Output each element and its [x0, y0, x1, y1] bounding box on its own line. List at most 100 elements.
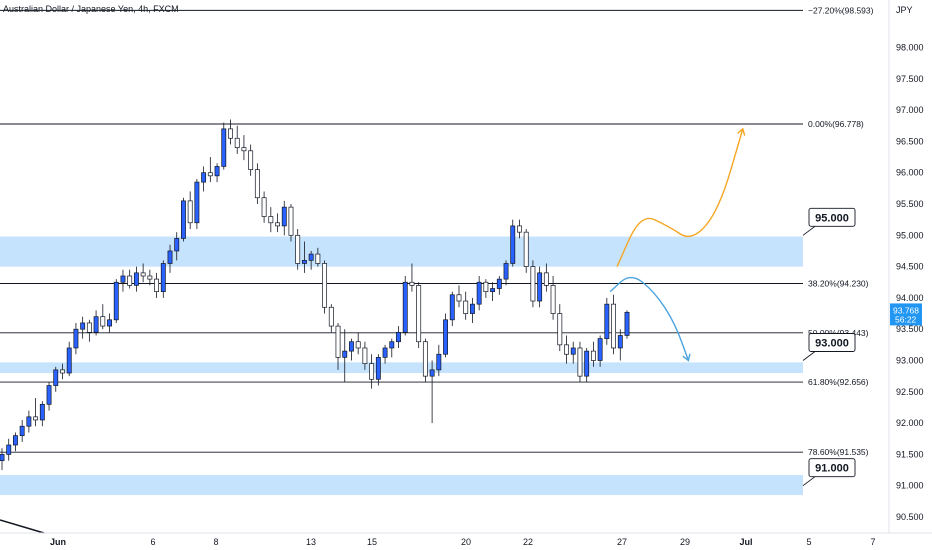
candle-body-3	[19, 425, 25, 436]
trendline	[0, 519, 45, 534]
y-tick-12: 92.000	[896, 418, 924, 428]
candle-body-48	[322, 263, 328, 308]
candle-body-59	[396, 331, 401, 343]
candle-body-36	[241, 147, 247, 152]
candle-body-73	[490, 288, 496, 292]
candle-body-38	[254, 169, 260, 199]
callout-text-1: 93.000	[815, 338, 849, 350]
x-tick-2: 8	[213, 537, 218, 547]
price-axis-ticks: 98.000 97.500 97.000 96.500 96.000 95.500 95.0…	[896, 43, 924, 523]
candle-body-22	[147, 275, 153, 280]
candle-body-29	[194, 181, 200, 224]
candle-body-27	[181, 200, 186, 239]
candle-body-85	[570, 347, 576, 355]
callout-box-1	[808, 333, 856, 352]
x-tick-8: 29	[680, 537, 690, 547]
candle-body-31	[207, 172, 213, 177]
x-tick-6: 22	[523, 537, 533, 547]
bullish-path	[616, 128, 744, 267]
candle-body-68	[456, 294, 462, 302]
candle-body-52	[349, 341, 354, 352]
y-tick-6: 95.000	[896, 230, 924, 240]
candle-body-80	[537, 272, 543, 302]
candle-body-91	[611, 303, 616, 349]
candle-body-60	[402, 281, 408, 333]
candle-body-78	[523, 231, 529, 267]
y-tick-11: 92.500	[896, 387, 924, 397]
candle-body-40	[268, 216, 274, 224]
candle-body-23	[154, 278, 160, 292]
candle-body-46	[308, 253, 314, 261]
callout-pointer-1	[802, 351, 816, 361]
callout-pointer-2	[802, 476, 816, 487]
candle-body-58	[389, 341, 395, 349]
candle-body-70	[469, 303, 475, 314]
bullish-path-arrowhead	[737, 127, 746, 136]
candle-body-64	[429, 369, 435, 377]
fib-label-0: −27.20%(98.593)	[808, 5, 874, 15]
candle-body-43	[288, 206, 294, 236]
y-tick-1: 97.500	[896, 74, 924, 84]
candle-body-74	[496, 278, 502, 289]
callout-pointer-0	[802, 225, 816, 236]
candle-body-72	[483, 281, 489, 292]
candle-body-12	[80, 322, 86, 330]
candle-body-17	[113, 281, 119, 321]
price-tag-countdown: 56:22	[895, 314, 917, 324]
candle-body-4	[26, 416, 32, 427]
price-tag-value: 93.768	[893, 305, 919, 315]
bearish-path	[609, 276, 690, 361]
zone-0	[0, 236, 803, 267]
candle-body-79	[530, 266, 536, 302]
candle-body-8	[53, 369, 59, 386]
support-resistance-zones	[0, 236, 803, 496]
candle-body-54	[362, 347, 368, 364]
candle-body-56	[375, 357, 381, 380]
candle-body-49	[328, 306, 334, 327]
x-tick-9: Jul	[739, 537, 752, 547]
time-axis-ticks: Jun 6 8 13 15 20 22 27 29 Jul 5 7	[50, 537, 876, 547]
candle-body-82	[550, 285, 556, 314]
candle-body-2	[13, 435, 18, 446]
candle-body-69	[463, 300, 469, 314]
fib-label-3: 50.00%(93.443)	[808, 328, 869, 338]
candle-body-86	[577, 347, 583, 377]
price-tag-bg	[890, 303, 922, 326]
candle-body-33	[221, 128, 227, 167]
candle-body-10	[66, 347, 72, 374]
candle-body-88	[590, 350, 596, 361]
candle-body-63	[422, 341, 428, 377]
y-tick-3: 96.500	[896, 136, 924, 146]
zone-2	[0, 475, 803, 496]
projection-paths	[609, 127, 746, 362]
candle-body-84	[564, 344, 569, 355]
candle-body-61	[409, 281, 415, 286]
fib-label-5: 78.60%(91.535)	[808, 447, 869, 457]
y-tick-10: 93.000	[896, 356, 924, 366]
candle-body-67	[449, 294, 455, 321]
candle-body-65	[436, 353, 442, 371]
x-tick-3: 13	[306, 537, 316, 547]
candle-body-71	[476, 281, 482, 305]
candle-body-35	[234, 137, 240, 149]
candle-body-32	[214, 166, 220, 177]
x-tick-1: 6	[150, 537, 155, 547]
candle-body-9	[60, 369, 65, 374]
candle-body-6	[39, 403, 45, 421]
y-tick-9: 93.500	[896, 324, 924, 334]
fib-label-4: 61.80%(92.656)	[808, 377, 869, 387]
y-tick-5: 95.500	[896, 199, 924, 209]
y-tick-2: 97.000	[896, 105, 924, 115]
candle-body-19	[127, 275, 133, 286]
candle-body-92	[617, 335, 623, 349]
candle-body-62	[416, 285, 422, 343]
x-tick-7: 27	[617, 537, 627, 547]
candle-body-90	[604, 303, 610, 339]
callout-box-2	[808, 458, 856, 478]
candle-body-41	[275, 222, 280, 227]
y-tick-0: 98.000	[896, 43, 924, 53]
y-tick-4: 96.000	[896, 168, 924, 178]
y-tick-7: 94.500	[896, 262, 924, 272]
